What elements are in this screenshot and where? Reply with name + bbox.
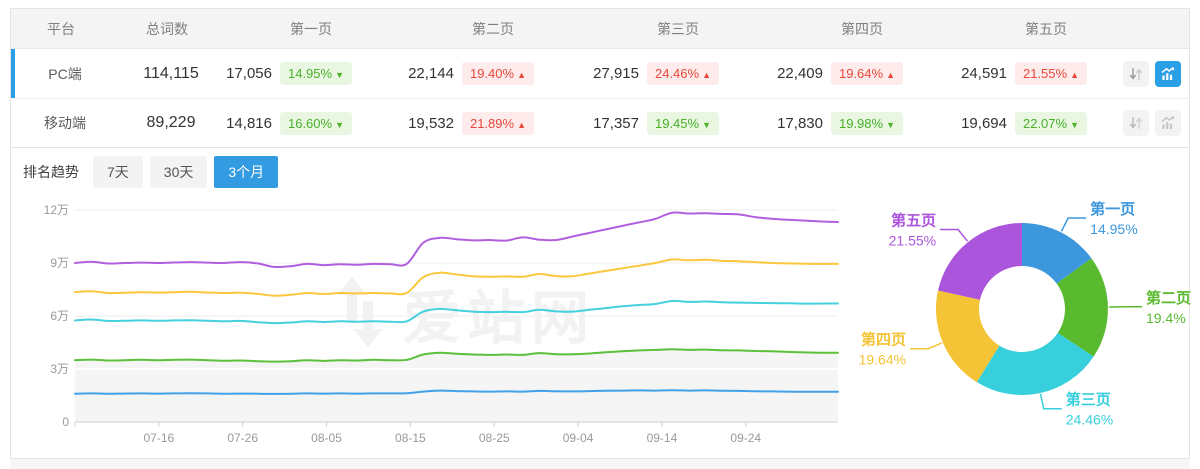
page3-count: 17,357 bbox=[593, 114, 639, 132]
tab-7days[interactable]: 7天 bbox=[93, 155, 143, 188]
aizhan-watermark: 爱站网 bbox=[337, 277, 595, 351]
svg-text:24.46%: 24.46% bbox=[1066, 412, 1113, 428]
page2-count: 22,144 bbox=[408, 65, 454, 82]
svg-text:第一页: 第一页 bbox=[1090, 200, 1135, 218]
svg-text:21.55%: 21.55% bbox=[889, 232, 936, 248]
donut-slice-第二页 bbox=[1056, 258, 1108, 357]
trend-chart-icon[interactable] bbox=[1155, 110, 1181, 136]
platform-label: 移动端 bbox=[44, 115, 86, 131]
trend-line-chart: 07-16 07-26 08-05 08-15 08-25 09-04 09-14 09-24… bbox=[44, 203, 839, 445]
total-words: 114,115 bbox=[143, 64, 199, 82]
svg-text:3万: 3万 bbox=[50, 362, 69, 376]
svg-text:0: 0 bbox=[62, 415, 69, 429]
page2-change-badge: 19.40% ▲ bbox=[461, 62, 534, 85]
svg-text:9万: 9万 bbox=[50, 256, 69, 270]
svg-text:09-04: 09-04 bbox=[563, 431, 594, 445]
svg-text:6万: 6万 bbox=[50, 309, 69, 323]
tab-3months[interactable]: 3个月 bbox=[214, 155, 279, 188]
donut-slice-第一页 bbox=[1022, 223, 1092, 284]
page5-change-badge: 22.07% ▼ bbox=[1014, 111, 1087, 135]
svg-text:12万: 12万 bbox=[44, 203, 69, 217]
trend-section-header: 排名趋势 7天 30天 3个月 bbox=[11, 147, 1189, 195]
svg-text:第五页: 第五页 bbox=[891, 211, 936, 229]
page3-count: 27,915 bbox=[593, 65, 639, 82]
page4-change-badge: 19.64% ▲ bbox=[830, 62, 903, 85]
table-row-mobile[interactable]: 移动端 89,229 14,816 16.60% ▼ 19,532 21.89% ▲… bbox=[11, 98, 1189, 147]
page5-count: 24,591 bbox=[961, 65, 1007, 82]
svg-text:09-24: 09-24 bbox=[730, 431, 761, 445]
svg-text:第三页: 第三页 bbox=[1066, 391, 1111, 409]
col-header-page5: 第五页 bbox=[1025, 20, 1067, 37]
donut-slice-第五页 bbox=[938, 223, 1022, 300]
svg-text:07-26: 07-26 bbox=[227, 431, 258, 445]
donut-slice-第四页 bbox=[936, 290, 1000, 383]
col-header-total: 总词数 bbox=[146, 20, 188, 37]
col-header-page4: 第四页 bbox=[841, 20, 883, 37]
col-header-page1: 第一页 bbox=[290, 20, 332, 37]
page2-change-badge: 21.89% ▲ bbox=[461, 111, 534, 135]
table-header-row: 平台 总词数 第一页 第二页 第三页 第四页 第五页 bbox=[11, 9, 1189, 49]
svg-text:19.4%: 19.4% bbox=[1146, 310, 1186, 326]
trend-title: 排名趋势 bbox=[23, 163, 79, 180]
svg-text:爱站网: 爱站网 bbox=[403, 286, 595, 351]
svg-text:19.64%: 19.64% bbox=[859, 352, 906, 368]
page5-count: 19,694 bbox=[961, 114, 1007, 132]
page4-count: 22,409 bbox=[777, 65, 823, 82]
tab-30days[interactable]: 30天 bbox=[149, 155, 208, 188]
page2-count: 19,532 bbox=[408, 114, 454, 132]
page1-count: 14,816 bbox=[226, 114, 272, 132]
page1-change-badge: 14.95% ▼ bbox=[279, 62, 352, 85]
next-section-strip bbox=[10, 459, 1190, 469]
sort-arrows-icon[interactable] bbox=[1123, 60, 1149, 87]
svg-text:第二页: 第二页 bbox=[1146, 289, 1191, 307]
svg-text:08-15: 08-15 bbox=[395, 431, 426, 445]
trend-chart-icon[interactable] bbox=[1155, 60, 1181, 87]
page3-change-badge: 24.46% ▲ bbox=[646, 62, 719, 85]
page3-change-badge: 19.45% ▼ bbox=[646, 111, 719, 135]
svg-text:08-05: 08-05 bbox=[311, 431, 342, 445]
page-share-donut-chart: 第一页 14.95% 第二页 19.4% 第三页 24.46% 第四页 19.64% 第五页 21… bbox=[859, 200, 1191, 428]
page1-change-badge: 16.60% ▼ bbox=[279, 111, 352, 135]
charts-area: 07-16 07-26 08-05 08-15 08-25 09-04 09-14 09-24… bbox=[11, 195, 1191, 458]
col-header-page2: 第二页 bbox=[472, 20, 514, 37]
svg-text:07-16: 07-16 bbox=[143, 431, 174, 445]
col-header-platform: 平台 bbox=[47, 20, 75, 37]
svg-text:第四页: 第四页 bbox=[861, 331, 906, 349]
page1-count: 17,056 bbox=[226, 65, 272, 82]
table-row-pc[interactable]: PC端 114,115 17,056 14.95% ▼ 22,144 19.40%… bbox=[11, 49, 1189, 98]
platform-label: PC端 bbox=[48, 65, 82, 82]
page5-change-badge: 21.55% ▲ bbox=[1014, 62, 1087, 85]
rank-card: 平台 总词数 第一页 第二页 第三页 第四页 第五页 PC端 114,115 1… bbox=[10, 8, 1191, 459]
col-header-page3: 第三页 bbox=[657, 20, 699, 37]
page4-count: 17,830 bbox=[777, 114, 823, 132]
sort-arrows-icon[interactable] bbox=[1123, 110, 1149, 136]
page4-change-badge: 19.98% ▼ bbox=[830, 111, 903, 135]
total-words: 89,229 bbox=[146, 114, 196, 131]
svg-text:08-25: 08-25 bbox=[479, 431, 510, 445]
svg-text:09-14: 09-14 bbox=[647, 431, 678, 445]
svg-text:14.95%: 14.95% bbox=[1090, 221, 1137, 237]
donut-slice-第三页 bbox=[976, 332, 1094, 395]
